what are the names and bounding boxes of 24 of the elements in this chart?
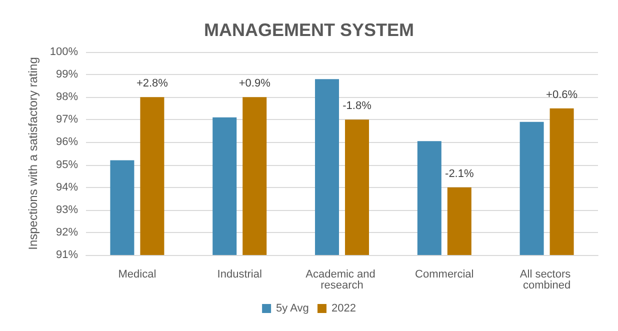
y-tick-label: 98% [56, 91, 78, 104]
x-tick-label: Industrial [217, 268, 262, 280]
y-tick-label: 93% [56, 204, 78, 216]
chart-title: MANAGEMENT SYSTEM [204, 20, 414, 40]
legend-label: 5y Avg [276, 302, 309, 314]
y-tick-label: 99% [56, 68, 78, 81]
annotation: -2.1% [445, 168, 474, 180]
annotation: +0.6% [546, 88, 578, 101]
legend-label: 2022 [331, 302, 356, 314]
annotation: -1.8% [342, 100, 372, 112]
y-tick-label: 97% [56, 114, 78, 126]
y-tick-label: 91% [56, 249, 78, 261]
x-tick-label: All sectors combined [520, 268, 574, 292]
y-tick-label: 94% [56, 181, 78, 194]
x-tick-label: Medical [118, 268, 156, 280]
x-tick-label: Academic and research [306, 268, 378, 292]
y-tick-label: 92% [56, 226, 78, 238]
y-tick-label: 100% [50, 46, 78, 58]
y-tick-label: 96% [56, 136, 78, 148]
annotation: +0.9% [238, 78, 271, 90]
y-tick-label: 95% [56, 158, 78, 171]
annotation: +2.8% [136, 78, 168, 90]
y-axis-title: Inspections with a satisfactory rating [26, 57, 40, 250]
x-tick-label: Commercial [415, 268, 474, 280]
